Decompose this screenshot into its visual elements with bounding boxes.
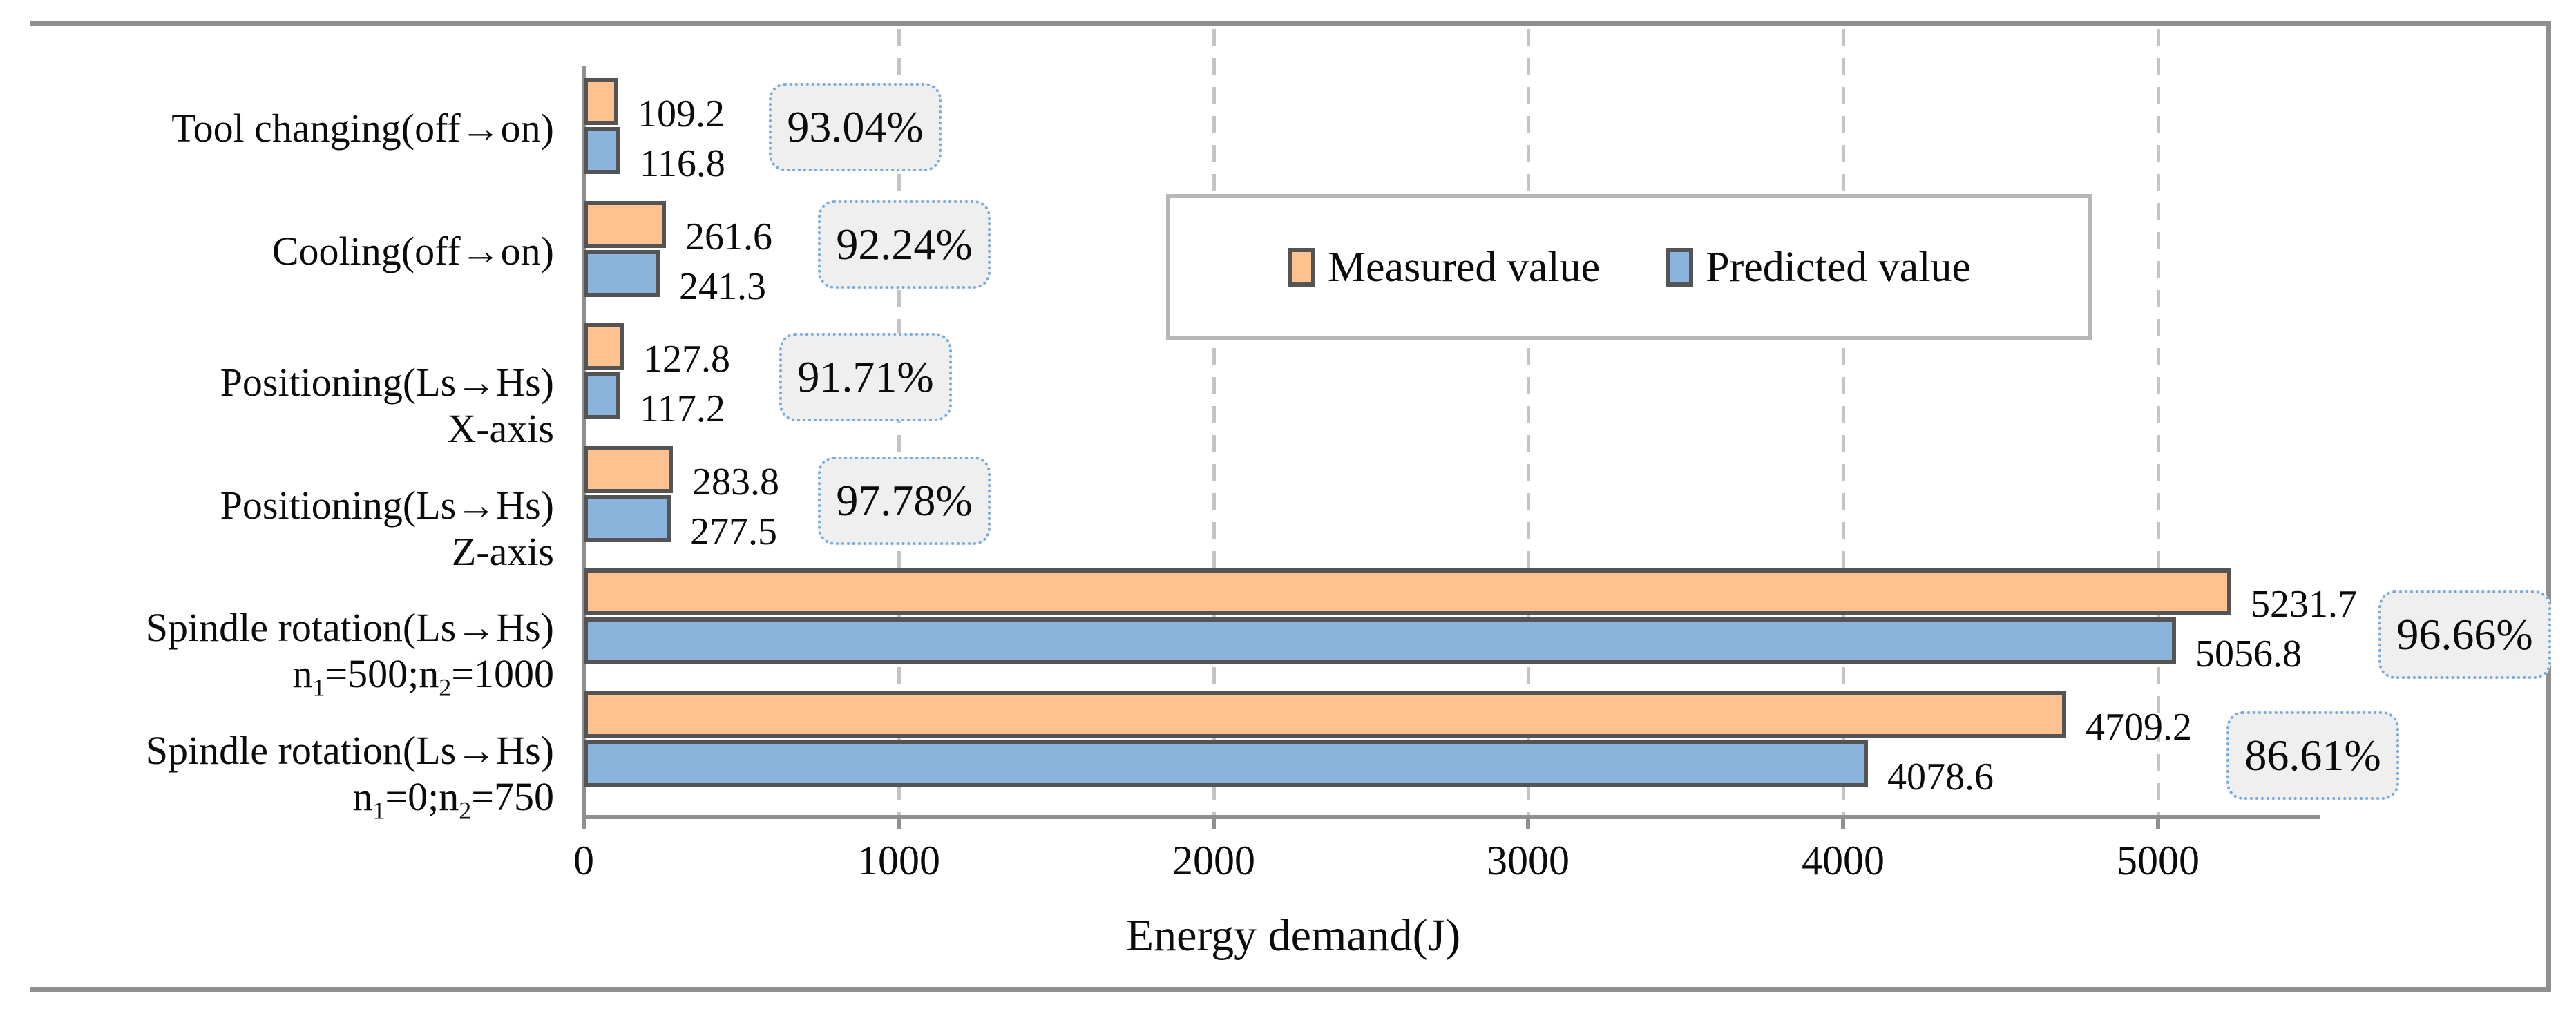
measured-value-label-row-4: 5231.7 [2251, 583, 2357, 626]
legend-label-measured: Measured value [1327, 244, 1601, 291]
predicted-value-label-row-5: 4078.6 [1887, 756, 1994, 798]
axis-tick-label-0: 0 [573, 838, 594, 883]
axis-tick-4000 [1841, 819, 1845, 829]
predicted-value-label-row-2: 117.2 [640, 387, 725, 430]
measured-value-label-row-2: 127.8 [643, 338, 730, 381]
axis-tick-label-2000: 2000 [1172, 838, 1255, 883]
predicted-value-label-row-1: 241.3 [679, 265, 766, 308]
accuracy-badge-row-3: 97.78% [818, 457, 991, 545]
gridline-3000 [1527, 29, 1530, 815]
bar-measured-row-5 [584, 691, 2066, 738]
bar-measured-row-3 [584, 446, 673, 493]
axis-tick-3000 [1526, 819, 1530, 829]
legend-label-predicted: Predicted value [1706, 244, 1972, 291]
accuracy-badge-row-2: 91.71% [779, 333, 952, 421]
bar-predicted-row-1 [584, 250, 660, 297]
axis-tick-5000 [2156, 819, 2160, 829]
axis-tick-2000 [1212, 819, 1216, 829]
measured-value-label-row-5: 4709.2 [2086, 706, 2192, 749]
bar-predicted-row-2 [584, 372, 620, 419]
bar-predicted-row-4 [584, 617, 2176, 664]
legend-item-predicted: Predicted value [1666, 245, 1971, 289]
figure-border [30, 21, 2551, 992]
y-axis-line [582, 66, 586, 816]
gridline-2000 [1212, 29, 1216, 815]
category-label-row-3: Positioning(Ls→Hs) Z-axis [220, 483, 554, 574]
predicted-value-label-row-3: 277.5 [690, 510, 777, 553]
predicted-swatch-icon [1666, 248, 1694, 287]
bar-measured-row-2 [584, 323, 624, 370]
accuracy-badge-row-5: 86.61% [2226, 711, 2399, 800]
bar-measured-row-0 [584, 78, 618, 125]
accuracy-badge-row-0: 93.04% [769, 83, 942, 171]
measured-swatch-icon [1287, 248, 1315, 287]
category-label-row-2: Positioning(Ls→Hs) X-axis [220, 360, 554, 451]
axis-tick-label-3000: 3000 [1487, 838, 1570, 883]
axis-tick-label-1000: 1000 [857, 838, 940, 883]
x-axis-title: Energy demand(J) [1125, 910, 1461, 961]
bar-measured-row-1 [584, 201, 666, 248]
predicted-value-label-row-0: 116.8 [640, 142, 725, 185]
measured-value-label-row-0: 109.2 [638, 93, 725, 135]
measured-value-label-row-1: 261.6 [685, 215, 772, 258]
axis-tick-1000 [897, 819, 901, 829]
accuracy-badge-row-4: 96.66% [2378, 590, 2551, 679]
legend: Measured value Predicted value [1166, 194, 2092, 340]
bar-predicted-row-5 [584, 740, 1868, 787]
legend-item-measured: Measured value [1287, 244, 1601, 291]
accuracy-badge-row-1: 92.24% [818, 200, 991, 289]
gridline-4000 [1842, 29, 1845, 815]
x-axis-line [582, 815, 2320, 819]
measured-value-label-row-3: 283.8 [692, 461, 779, 503]
predicted-value-label-row-4: 5056.8 [2195, 633, 2302, 675]
bar-measured-row-4 [584, 568, 2231, 615]
gridline-5000 [2157, 29, 2160, 815]
gridline-1000 [897, 29, 901, 815]
category-label-row-4: Spindle rotation(Ls→Hs) n1=500;n2=1000 [145, 605, 554, 702]
axis-tick-0 [582, 819, 586, 829]
category-label-row-0: Tool changing(off→on) [171, 106, 554, 151]
category-label-row-1: Cooling(off→on) [271, 229, 554, 273]
bar-predicted-row-0 [584, 127, 620, 174]
bar-predicted-row-3 [584, 495, 671, 542]
category-label-row-5: Spindle rotation(Ls→Hs) n1=0;n2=750 [145, 728, 554, 825]
axis-tick-label-5000: 5000 [2117, 838, 2200, 883]
axis-tick-label-4000: 4000 [1802, 838, 1885, 883]
